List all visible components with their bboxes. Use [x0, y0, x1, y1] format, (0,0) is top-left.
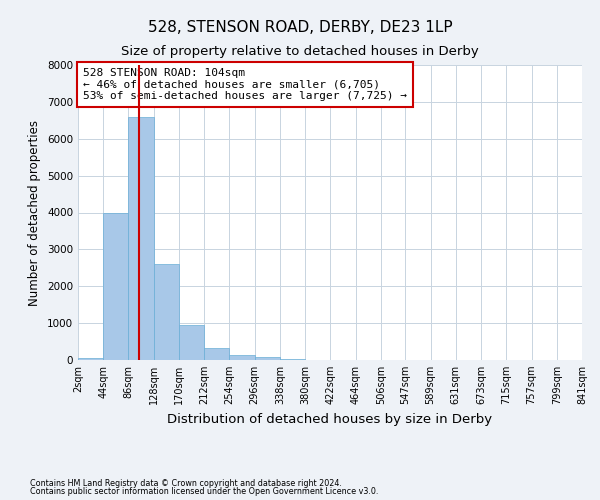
Text: Contains HM Land Registry data © Crown copyright and database right 2024.: Contains HM Land Registry data © Crown c… [30, 478, 342, 488]
Text: 528, STENSON ROAD, DERBY, DE23 1LP: 528, STENSON ROAD, DERBY, DE23 1LP [148, 20, 452, 35]
Bar [254, 357, 280, 360]
Bar [229, 355, 254, 360]
Bar [179, 325, 204, 360]
Bar [204, 348, 229, 360]
Bar [78, 358, 103, 360]
Bar [103, 212, 128, 360]
Text: 528 STENSON ROAD: 104sqm
← 46% of detached houses are smaller (6,705)
53% of sem: 528 STENSON ROAD: 104sqm ← 46% of detach… [83, 68, 407, 101]
Y-axis label: Number of detached properties: Number of detached properties [28, 120, 41, 306]
Bar [154, 264, 179, 360]
X-axis label: Distribution of detached houses by size in Derby: Distribution of detached houses by size … [167, 412, 493, 426]
Text: Size of property relative to detached houses in Derby: Size of property relative to detached ho… [121, 45, 479, 58]
Bar [128, 116, 154, 360]
Text: Contains public sector information licensed under the Open Government Licence v3: Contains public sector information licen… [30, 487, 379, 496]
